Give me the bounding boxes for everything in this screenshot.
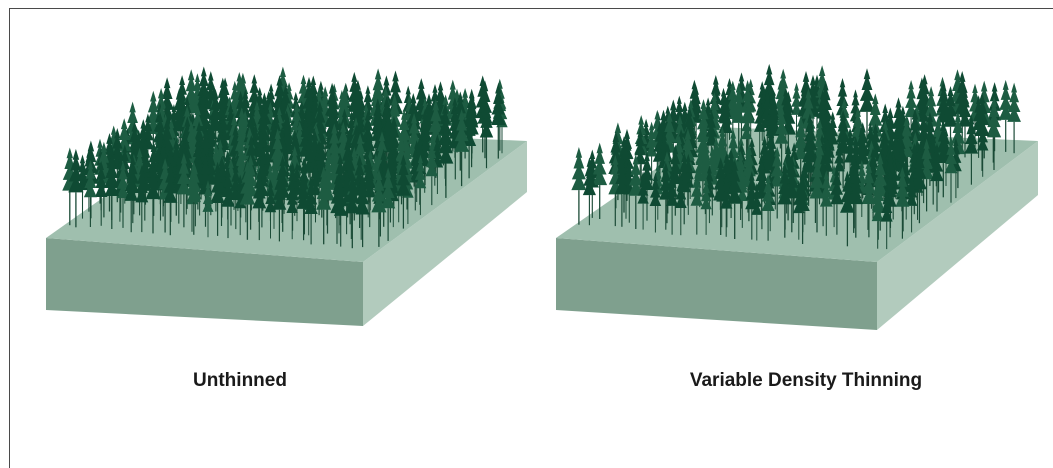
ground-block-front	[46, 238, 363, 326]
vdt-forest-block	[556, 63, 1038, 330]
caption-unthinned: Unthinned	[193, 370, 287, 391]
ground-block-side	[877, 141, 1038, 330]
conifer-tree-icon	[570, 146, 588, 226]
figure-frame	[9, 8, 1053, 468]
ground-block-front	[556, 238, 877, 330]
caption-vdt: Variable Density Thinning	[689, 370, 923, 391]
ground-block-side	[363, 141, 527, 326]
unthinned-forest-block	[46, 65, 527, 326]
